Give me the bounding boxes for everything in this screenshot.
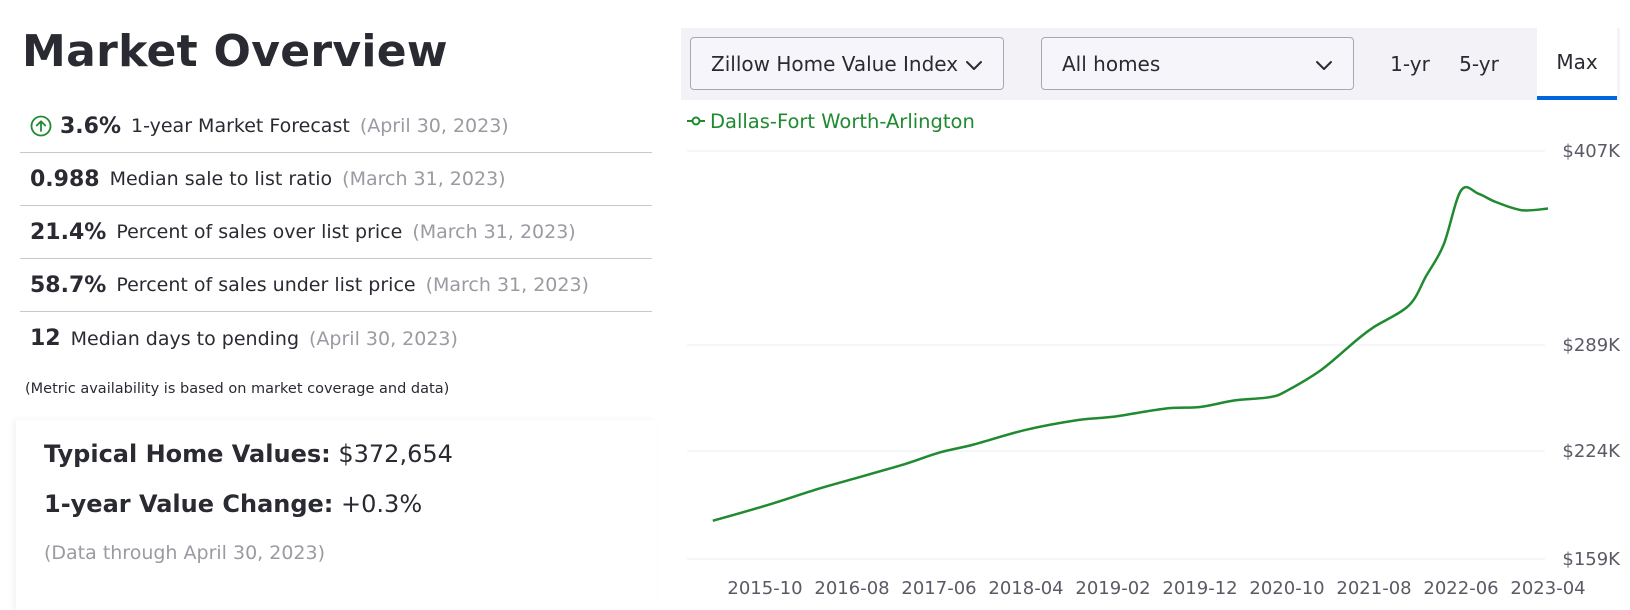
- range-tab-max[interactable]: Max: [1537, 28, 1617, 100]
- metric-date: (March 31, 2023): [342, 168, 506, 190]
- metric-availability-note: (Metric availability is based on market …: [25, 381, 450, 397]
- x-tick-label: 2020-10: [1249, 578, 1324, 599]
- typical-home-values-label: Typical Home Values:: [44, 440, 331, 468]
- metric-value: 3.6%: [60, 113, 122, 139]
- metric-value: 0.988: [30, 166, 100, 192]
- metric-label: 1-year Market Forecast: [131, 115, 350, 137]
- page-title: Market Overview: [22, 26, 448, 77]
- metrics-list: 3.6% 1-year Market Forecast (April 30, 2…: [20, 100, 652, 365]
- metric-date: (March 31, 2023): [425, 274, 589, 296]
- metric-date: (March 31, 2023): [412, 221, 576, 243]
- metric-row-forecast: 3.6% 1-year Market Forecast (April 30, 2…: [20, 100, 652, 153]
- metric-row-sale-to-list: 0.988 Median sale to list ratio (March 3…: [20, 153, 652, 206]
- x-tick-label: 2018-04: [988, 578, 1063, 599]
- metric-label: Percent of sales under list price: [116, 274, 416, 296]
- index-select-value: Zillow Home Value Index: [711, 51, 959, 76]
- metric-row-days-to-pending: 12 Median days to pending (April 30, 202…: [20, 312, 652, 365]
- x-tick-label: 2023-04: [1510, 578, 1585, 599]
- chevron-down-icon: [965, 55, 983, 79]
- range-tab-1yr[interactable]: 1-yr: [1390, 52, 1430, 76]
- home-type-select-value: All homes: [1062, 51, 1161, 76]
- value-change-label: 1-year Value Change:: [44, 490, 334, 518]
- metric-value: 58.7%: [30, 272, 107, 298]
- typical-home-values-amount: $372,654: [338, 440, 453, 468]
- chart-series: [712, 185, 1549, 523]
- chart-legend: Dallas-Fort Worth-Arlington: [687, 110, 975, 133]
- data-through-note: (Data through April 30, 2023): [44, 542, 326, 564]
- x-tick-label: 2021-08: [1336, 578, 1411, 599]
- series-line: [712, 185, 1549, 523]
- value-change-amount: +0.3%: [341, 490, 423, 518]
- typical-home-values: Typical Home Values: $372,654: [44, 440, 453, 468]
- x-tick-label: 2022-06: [1423, 578, 1498, 599]
- legend-series-name: Dallas-Fort Worth-Arlington: [710, 110, 975, 133]
- range-tab-5yr[interactable]: 5-yr: [1459, 52, 1499, 76]
- home-type-select[interactable]: All homes: [1041, 37, 1354, 90]
- metric-label: Median sale to list ratio: [109, 168, 333, 190]
- metric-value: 21.4%: [30, 219, 107, 245]
- metric-value: 12: [30, 326, 61, 351]
- chart-controls: Zillow Home Value Index All homes 1-yr 5…: [681, 28, 1620, 100]
- x-tick-label: 2019-02: [1075, 578, 1150, 599]
- x-tick-label: 2016-08: [814, 578, 889, 599]
- y-tick-label: $224K: [1562, 441, 1621, 462]
- one-year-value-change: 1-year Value Change: +0.3%: [44, 490, 422, 518]
- arrow-up-circle-icon: [30, 115, 52, 137]
- metric-date: (April 30, 2023): [359, 115, 509, 137]
- x-axis-ticks: 2015-10 2016-08 2017-06 2018-04 2019-02 2019-…: [727, 578, 1585, 599]
- metric-row-under-list: 58.7% Percent of sales under list price …: [20, 259, 652, 312]
- chart-gridlines: [687, 150, 1545, 560]
- index-select[interactable]: Zillow Home Value Index: [690, 37, 1004, 90]
- y-tick-label: $289K: [1562, 335, 1621, 356]
- y-tick-label: $159K: [1562, 549, 1621, 570]
- metric-date: (April 30, 2023): [309, 327, 458, 350]
- y-tick-label: $407K: [1562, 141, 1621, 162]
- x-tick-label: 2019-12: [1162, 578, 1237, 599]
- metric-label: Percent of sales over list price: [116, 221, 403, 243]
- metric-row-over-list: 21.4% Percent of sales over list price (…: [20, 206, 652, 259]
- metric-label: Median days to pending: [70, 327, 300, 350]
- x-tick-label: 2017-06: [901, 578, 976, 599]
- legend-dot-marker: [691, 116, 701, 126]
- chevron-down-icon: [1315, 55, 1333, 79]
- y-axis-ticks: $407K $289K $224K $159K: [1562, 141, 1621, 570]
- x-tick-label: 2015-10: [727, 578, 802, 599]
